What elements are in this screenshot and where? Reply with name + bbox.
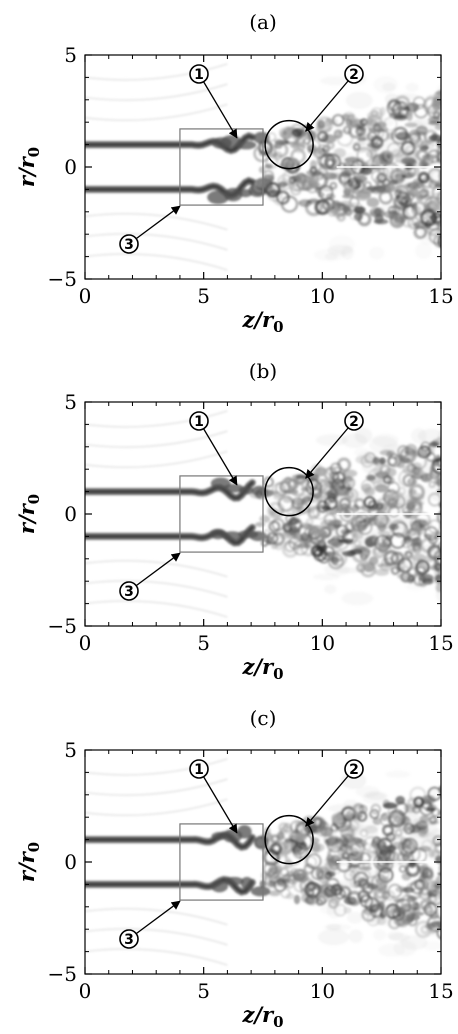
y-axis-label: r/r0 — [14, 842, 43, 882]
y-tick-label: 0 — [64, 502, 77, 526]
y-tick-label: 0 — [64, 155, 77, 179]
y-tick-label: 5 — [64, 43, 77, 67]
x-tick-label: 0 — [79, 631, 92, 655]
marker-number: 3 — [124, 237, 134, 253]
marker-number: 1 — [194, 414, 204, 430]
x-tick-label: 0 — [79, 979, 92, 1003]
x-tick-label: 15 — [428, 284, 453, 308]
x-tick-label: 10 — [310, 979, 335, 1003]
x-tick-label: 0 — [79, 284, 92, 308]
vortex-circle — [264, 119, 314, 170]
x-tick-label: 10 — [310, 631, 335, 655]
y-tick-label: −5 — [48, 267, 77, 291]
marker-1 — [189, 64, 209, 84]
x-tick-label: 10 — [310, 284, 335, 308]
transition-box — [179, 823, 264, 901]
marker-2 — [344, 64, 364, 84]
panel-title: (a) — [249, 10, 277, 34]
y-tick-label: −5 — [48, 962, 77, 986]
jet-field — [85, 410, 441, 618]
marker-3 — [119, 929, 139, 949]
y-tick-label: 0 — [64, 850, 77, 874]
x-axis-label: z/r0 — [241, 307, 283, 336]
marker-3 — [119, 234, 139, 254]
marker-number: 2 — [349, 67, 359, 83]
x-tick-label: 5 — [197, 631, 210, 655]
marker-number: 3 — [124, 584, 134, 600]
vortex-circle — [264, 814, 314, 865]
transition-box — [179, 128, 264, 206]
marker-number: 2 — [349, 762, 359, 778]
vortex-circle — [264, 466, 314, 517]
marker-number: 1 — [194, 67, 204, 83]
x-tick-label: 15 — [428, 631, 453, 655]
panel-title: (b) — [249, 359, 277, 383]
marker-number: 2 — [349, 414, 359, 430]
x-axis-label: z/r0 — [241, 654, 283, 683]
x-axis-label: z/r0 — [241, 1002, 283, 1031]
y-axis-label: r/r0 — [14, 494, 43, 534]
marker-number: 1 — [194, 762, 204, 778]
panel-title: (c) — [250, 706, 277, 730]
marker-1 — [189, 759, 209, 779]
x-tick-label: 15 — [428, 979, 453, 1003]
y-tick-label: 5 — [64, 738, 77, 762]
y-tick-label: −5 — [48, 614, 77, 638]
x-tick-label: 5 — [197, 284, 210, 308]
marker-2 — [344, 411, 364, 431]
jet-field — [85, 63, 441, 271]
marker-2 — [344, 759, 364, 779]
marker-number: 3 — [124, 932, 134, 948]
y-axis-label: r/r0 — [14, 147, 43, 187]
marker-1 — [189, 411, 209, 431]
marker-3 — [119, 581, 139, 601]
x-tick-label: 5 — [197, 979, 210, 1003]
y-tick-label: 5 — [64, 390, 77, 414]
jet-field — [85, 758, 441, 966]
transition-box — [179, 475, 264, 553]
